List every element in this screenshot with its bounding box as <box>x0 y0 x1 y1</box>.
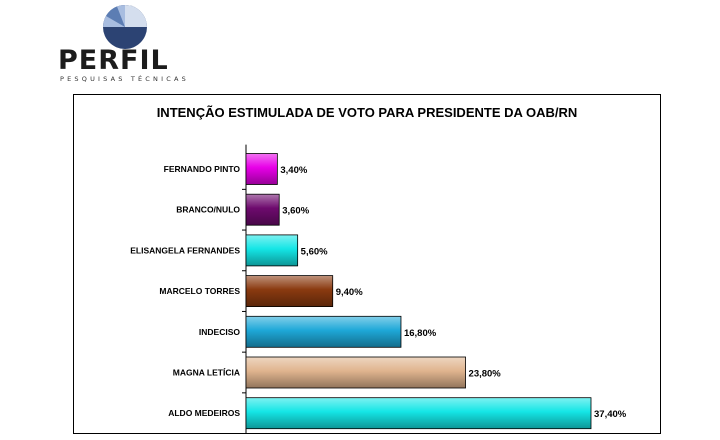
data-label: 9,40% <box>336 287 363 298</box>
bar <box>245 234 299 267</box>
bar <box>245 397 592 430</box>
data-label: 37,40% <box>594 409 627 420</box>
category-label: INDECISO <box>199 327 240 337</box>
category-label: MAGNA LETÍCIA <box>173 368 240 378</box>
category-label: ELISANGELA FERNANDES <box>130 245 240 255</box>
chart-title: INTENÇÃO ESTIMULADA DE VOTO PARA PRESIDE… <box>156 105 578 120</box>
category-label: MARCELO TORRES <box>159 286 240 296</box>
brand-name: PERFIL <box>58 45 169 76</box>
bar-chart: FERNANDO PINTO 3,40% BRANCO/NULO 3,60% ELISA… <box>130 144 627 433</box>
bar <box>245 315 402 348</box>
bar <box>245 193 280 226</box>
data-label: 5,60% <box>301 246 328 257</box>
category-label: ALDO MEDEIROS <box>168 408 240 418</box>
bar <box>245 153 278 185</box>
chart-frame: INTENÇÃO ESTIMULADA DE VOTO PARA PRESIDE… <box>73 94 661 434</box>
perfil-logo: PERFIL PESQUISAS TÉCNICAS <box>58 4 198 84</box>
category-label: BRANCO/NULO <box>176 205 240 215</box>
bar <box>245 275 334 308</box>
pie-chart-logo-icon <box>103 5 147 49</box>
data-label: 23,80% <box>469 369 502 380</box>
brand-tagline: PESQUISAS TÉCNICAS <box>60 75 189 83</box>
data-label: 3,40% <box>280 165 307 176</box>
data-label: 16,80% <box>404 328 437 339</box>
data-label: 3,60% <box>282 206 309 217</box>
bar <box>245 356 466 389</box>
category-label: FERNANDO PINTO <box>164 164 241 174</box>
